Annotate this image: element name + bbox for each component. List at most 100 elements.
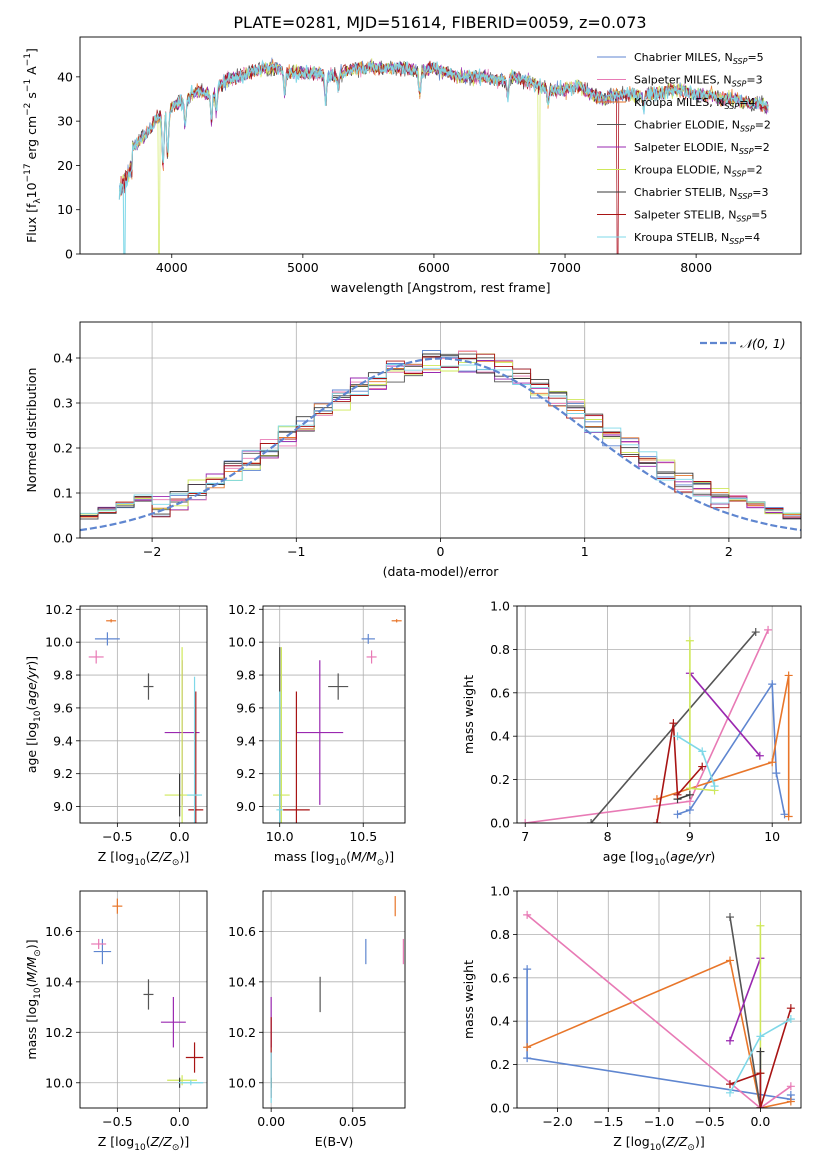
weight-marker xyxy=(587,819,596,823)
y-axis-label: Normed distribution xyxy=(24,368,39,493)
plot-area xyxy=(523,910,795,1108)
weight-marker xyxy=(768,758,777,767)
weight-line-2 xyxy=(526,914,792,1108)
weight-marker xyxy=(521,819,530,823)
weight-marker xyxy=(786,1004,795,1013)
weight-marker xyxy=(523,1054,532,1063)
x-tick-label: 0.0 xyxy=(170,1114,190,1129)
x-axis-label: age [log10(age/yr) xyxy=(603,849,715,868)
age-vs-mass-panel: 10.0 10.5 9.0 9.2 9.4 9.6 9.8 10.0 10.2 mass [log… xyxy=(228,602,406,868)
axes-frame xyxy=(79,605,208,824)
weight-marker xyxy=(673,790,682,799)
weight-marker xyxy=(780,810,789,819)
x-tick-label: 0.0 xyxy=(170,829,190,844)
data-point xyxy=(112,898,123,914)
weight-marker xyxy=(784,812,793,821)
y-tick-label: 9.8 xyxy=(53,668,73,683)
gaussian-curve xyxy=(80,357,801,532)
weight-line-7 xyxy=(656,723,703,823)
weight-marker xyxy=(726,913,734,922)
plot-area xyxy=(118,57,769,254)
y-tick-label: 10.2 xyxy=(45,602,73,617)
y-tick-label: 0.0 xyxy=(490,1101,510,1116)
weight-marker xyxy=(652,819,661,823)
mass-vs-Z-panel: −0.5 0.0 10.0 10.2 10.4 10.6 Z [log10(Z/Z⊙)] ma… xyxy=(24,890,208,1153)
y-tick-label: 9.4 xyxy=(236,733,256,748)
y-tick-label: 0.2 xyxy=(490,1057,510,1072)
y-tick-label: 9.6 xyxy=(53,700,73,715)
x-tick-label: 9 xyxy=(686,829,694,844)
y-tick-label: 0.0 xyxy=(53,531,73,546)
x-tick-label: 10.0 xyxy=(266,829,294,844)
y-tick-label: 10.2 xyxy=(45,1025,73,1040)
y-axis-label: mass [log10(M/M⊙)] xyxy=(24,939,43,1059)
weight-marker xyxy=(772,769,781,778)
y-tick-label: 9.4 xyxy=(53,733,73,748)
data-point xyxy=(178,1080,204,1086)
data-point xyxy=(361,633,375,644)
weight-marker xyxy=(756,1104,765,1108)
weight-marker xyxy=(652,795,661,804)
weight-marker xyxy=(685,790,694,799)
y-tick-label: 0.3 xyxy=(53,396,73,411)
weight-marker xyxy=(726,1088,734,1097)
y-tick-label: 10.0 xyxy=(228,635,256,650)
weight-marker xyxy=(786,1082,795,1091)
x-axis-label: (data-model)/error xyxy=(383,564,500,579)
axes-frame xyxy=(516,890,802,1109)
weight-marker xyxy=(756,1047,765,1056)
weight-line-4 xyxy=(729,958,762,1041)
legend-entry: Chabrier STELIB, NSSP=3 xyxy=(634,186,768,201)
weight-vs-Z-panel: −2.0 −1.5 −1.0 −0.5 0.0 0.0 0.2 0.4 0.6 0.8 1.0 Z [… xyxy=(461,884,802,1153)
y-tick-label: 10.2 xyxy=(228,1025,256,1040)
weight-marker xyxy=(685,805,694,814)
legend-entry: Salpeter STELIB, NSSP=5 xyxy=(634,209,767,224)
weight-marker xyxy=(669,719,678,728)
weight-marker xyxy=(726,956,734,965)
x-tick-label: 6000 xyxy=(418,260,450,275)
y-tick-label: 20 xyxy=(57,158,73,173)
x-tick-label: −2 xyxy=(143,544,161,559)
weight-marker xyxy=(751,628,760,637)
x-tick-label: −1 xyxy=(287,544,305,559)
x-tick-label: −0.5 xyxy=(102,829,132,844)
y-tick-label: 0.0 xyxy=(490,816,510,831)
weight-marker xyxy=(523,1043,532,1052)
axes-frame xyxy=(262,605,406,824)
data-point xyxy=(283,691,310,823)
y-tick-label: 10.0 xyxy=(45,635,73,650)
weight-marker xyxy=(710,782,719,791)
weight-marker xyxy=(786,1097,795,1106)
y-tick-label: 0.6 xyxy=(490,685,510,700)
figure-title: PLATE=0281, MJD=51614, FIBERID=0059, z=0… xyxy=(233,13,646,32)
y-tick-label: 9.6 xyxy=(236,700,256,715)
legend-entry: Kroupa MILES, NSSP=4 xyxy=(634,96,755,111)
plot-area xyxy=(91,898,204,1088)
axes-frame xyxy=(516,605,802,824)
x-tick-label: 1 xyxy=(581,544,589,559)
data-point xyxy=(185,1042,204,1073)
y-tick-label: 9.2 xyxy=(53,766,73,781)
weight-marker xyxy=(756,1032,765,1041)
legend-entry: Kroupa ELODIE, NSSP=2 xyxy=(634,164,763,179)
y-tick-label: 0.6 xyxy=(490,970,510,985)
x-tick-label: 0.0 xyxy=(750,1114,770,1129)
y-tick-label: 0.4 xyxy=(490,1014,510,1029)
x-axis-label: wavelength [Angstrom, rest frame] xyxy=(330,280,550,295)
weight-line-7 xyxy=(729,1007,792,1108)
x-tick-label: 7 xyxy=(521,829,529,844)
data-point xyxy=(88,650,104,664)
weight-marker xyxy=(673,732,682,741)
y-tick-label: 10.4 xyxy=(228,974,256,989)
data-point xyxy=(328,673,349,700)
x-tick-label: 8000 xyxy=(680,260,712,275)
legend-entry: Salpeter MILES, NSSP=3 xyxy=(634,74,763,89)
mass-vs-ebv-panel: 0.00 0.05 10.0 10.2 10.4 10.6 E(B-V) xyxy=(228,890,406,1149)
y-tick-label: 0.4 xyxy=(53,351,73,366)
y-tick-label: 0.2 xyxy=(490,772,510,787)
axes-frame xyxy=(79,36,802,255)
weight-line-6 xyxy=(677,794,691,800)
data-point xyxy=(391,619,402,623)
weight-line-4 xyxy=(689,672,761,757)
y-tick-label: 0 xyxy=(65,247,73,262)
